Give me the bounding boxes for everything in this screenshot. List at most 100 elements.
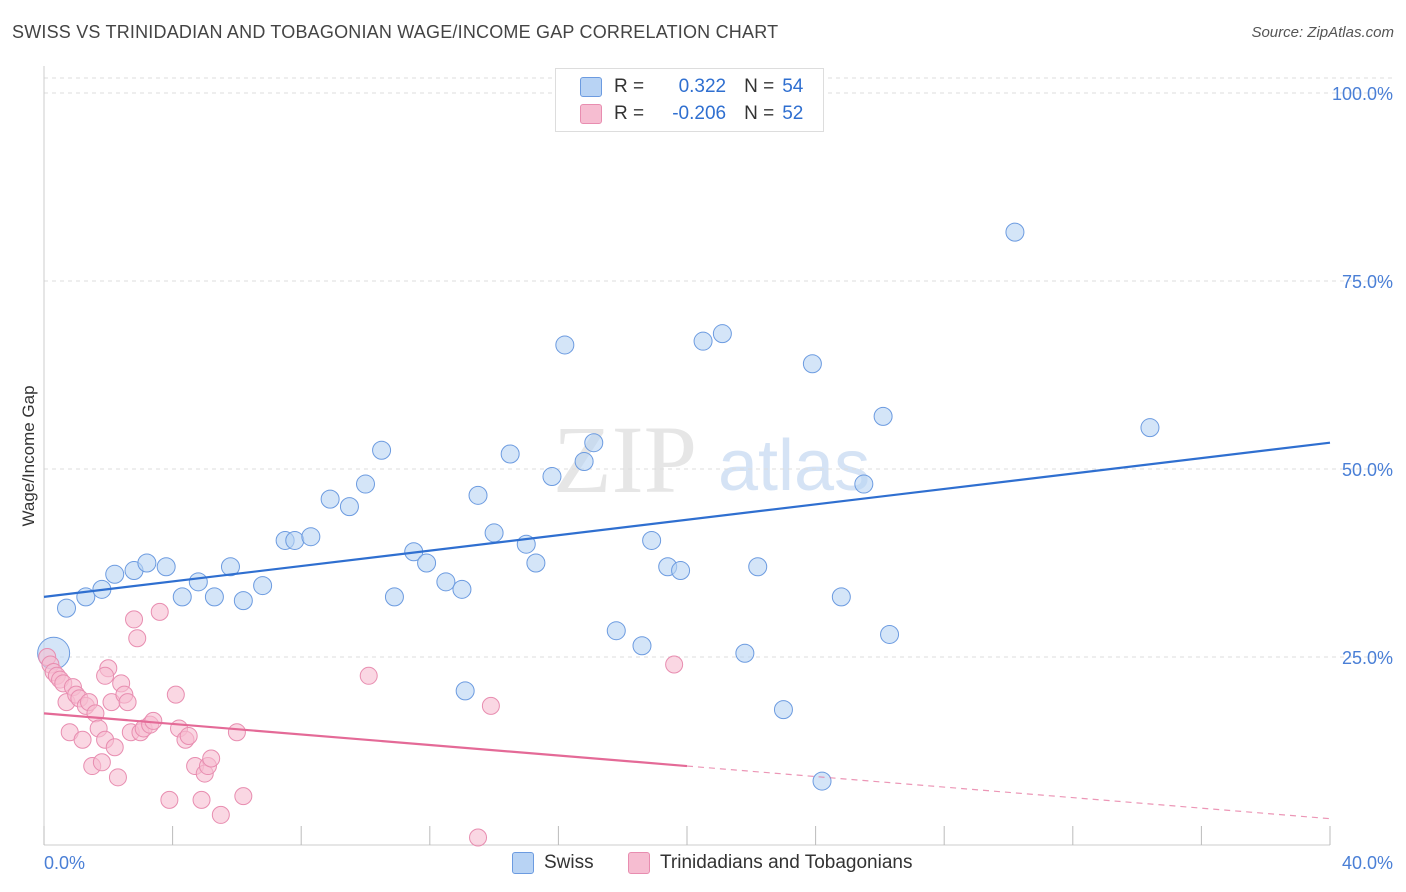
n-value-trini: 52 <box>782 103 804 124</box>
swiss-point <box>693 331 713 351</box>
swiss-point <box>1140 418 1160 438</box>
y-tick-label: 25.0% <box>1342 648 1393 668</box>
trini-point <box>481 696 500 715</box>
trini-point <box>234 787 253 806</box>
swiss-point <box>606 621 626 641</box>
bottom-legend-swiss: Swiss <box>512 852 594 874</box>
x-tick-label-min: 0.0% <box>44 853 85 873</box>
swiss-point <box>384 587 404 607</box>
swiss-point <box>301 527 321 547</box>
y-axis-label: Wage/Income Gap <box>19 385 38 526</box>
n-label: N = <box>744 103 775 124</box>
swiss-point <box>452 579 472 599</box>
swiss-point <box>802 354 822 374</box>
trini-point <box>118 693 137 712</box>
trini-legend-label: Trinidadians and Tobagonians <box>660 852 913 873</box>
swiss-point <box>204 587 224 607</box>
swiss-point <box>1005 222 1025 242</box>
trini-point <box>160 790 179 809</box>
trini-point <box>469 828 488 847</box>
trini-point <box>105 738 124 757</box>
trini-point <box>179 726 198 745</box>
trini-point <box>92 753 111 772</box>
swiss-point <box>220 557 240 577</box>
swiss-point <box>137 553 157 573</box>
trini-point <box>192 790 211 809</box>
n-label: N = <box>744 76 775 97</box>
swiss-point <box>873 406 893 426</box>
r-label: R = <box>614 103 645 124</box>
swiss-point <box>372 440 392 460</box>
trini-point <box>128 629 147 648</box>
swiss-point <box>417 553 437 573</box>
trini-point <box>73 730 92 749</box>
swiss-point <box>812 771 832 791</box>
trini-trend-line <box>43 712 688 768</box>
swiss-point <box>542 467 562 487</box>
trini-point <box>125 610 144 629</box>
swiss-point <box>831 587 851 607</box>
swiss-point <box>484 523 504 543</box>
swiss-point <box>854 474 874 494</box>
swiss-point <box>632 636 652 656</box>
swiss-legend-label: Swiss <box>544 852 594 873</box>
swiss-point <box>526 553 546 573</box>
swiss-point <box>253 576 273 596</box>
watermark-atlas: atlas <box>718 426 870 506</box>
trini-trend-extension <box>686 765 1331 820</box>
trini-point <box>108 768 127 787</box>
correlation-legend: R = 0.322 N = 54 R = -0.206 N = 52 <box>555 68 824 132</box>
swiss-point <box>455 681 475 701</box>
swiss-point <box>748 557 768 577</box>
trini-point <box>359 666 378 685</box>
trini-point <box>211 805 230 824</box>
y-tick-label: 50.0% <box>1342 460 1393 480</box>
trini-point <box>202 749 221 768</box>
swiss-point <box>57 598 77 618</box>
swiss-point <box>156 557 176 577</box>
trini-point <box>227 723 246 742</box>
r-value-swiss: 0.322 <box>678 76 727 97</box>
swiss-point <box>356 474 375 494</box>
bottom-legend-trini: Trinidadians and Tobagonians <box>628 852 912 874</box>
swiss-point <box>285 530 305 550</box>
swiss-point <box>436 572 456 592</box>
swiss-point <box>584 433 604 453</box>
chart-title: SWISS VS TRINIDADIAN AND TOBAGONIAN WAGE… <box>12 22 779 42</box>
swiss-legend-swatch <box>512 852 534 874</box>
trini-point <box>166 685 185 704</box>
swiss-point <box>468 485 488 505</box>
swiss-point <box>735 643 755 663</box>
swiss-point <box>320 489 340 509</box>
swiss-swatch <box>580 77 602 97</box>
swiss-point <box>188 572 208 592</box>
y-tick-label: 100.0% <box>1332 84 1393 104</box>
swiss-point <box>880 624 900 644</box>
source-label: Source: ZipAtlas.com <box>1251 24 1394 41</box>
swiss-point <box>671 561 691 581</box>
trini-point <box>665 655 684 674</box>
swiss-point <box>105 564 125 584</box>
trini-point <box>150 602 169 621</box>
swiss-point <box>339 497 359 517</box>
trini-swatch <box>580 104 602 124</box>
watermark-zip: ZIP <box>553 406 697 513</box>
y-tick-label: 75.0% <box>1342 272 1393 292</box>
trini-point <box>96 666 115 685</box>
swiss-point <box>773 700 793 720</box>
swiss-point <box>172 587 192 607</box>
swiss-point <box>712 324 732 344</box>
trini-point <box>86 704 105 723</box>
swiss-point <box>500 444 520 464</box>
legend-row-swiss: R = 0.322 N = 54 <box>580 75 803 99</box>
n-value-swiss: 54 <box>782 76 804 97</box>
swiss-point <box>574 452 594 471</box>
legend-row-trini: R = -0.206 N = 52 <box>580 102 803 126</box>
r-label: R = <box>614 76 645 97</box>
swiss-point <box>233 591 253 611</box>
x-tick-label-max: 40.0% <box>1342 853 1393 873</box>
trini-legend-swatch <box>628 852 650 874</box>
swiss-point <box>555 335 575 355</box>
swiss-trend-line <box>43 441 1331 598</box>
